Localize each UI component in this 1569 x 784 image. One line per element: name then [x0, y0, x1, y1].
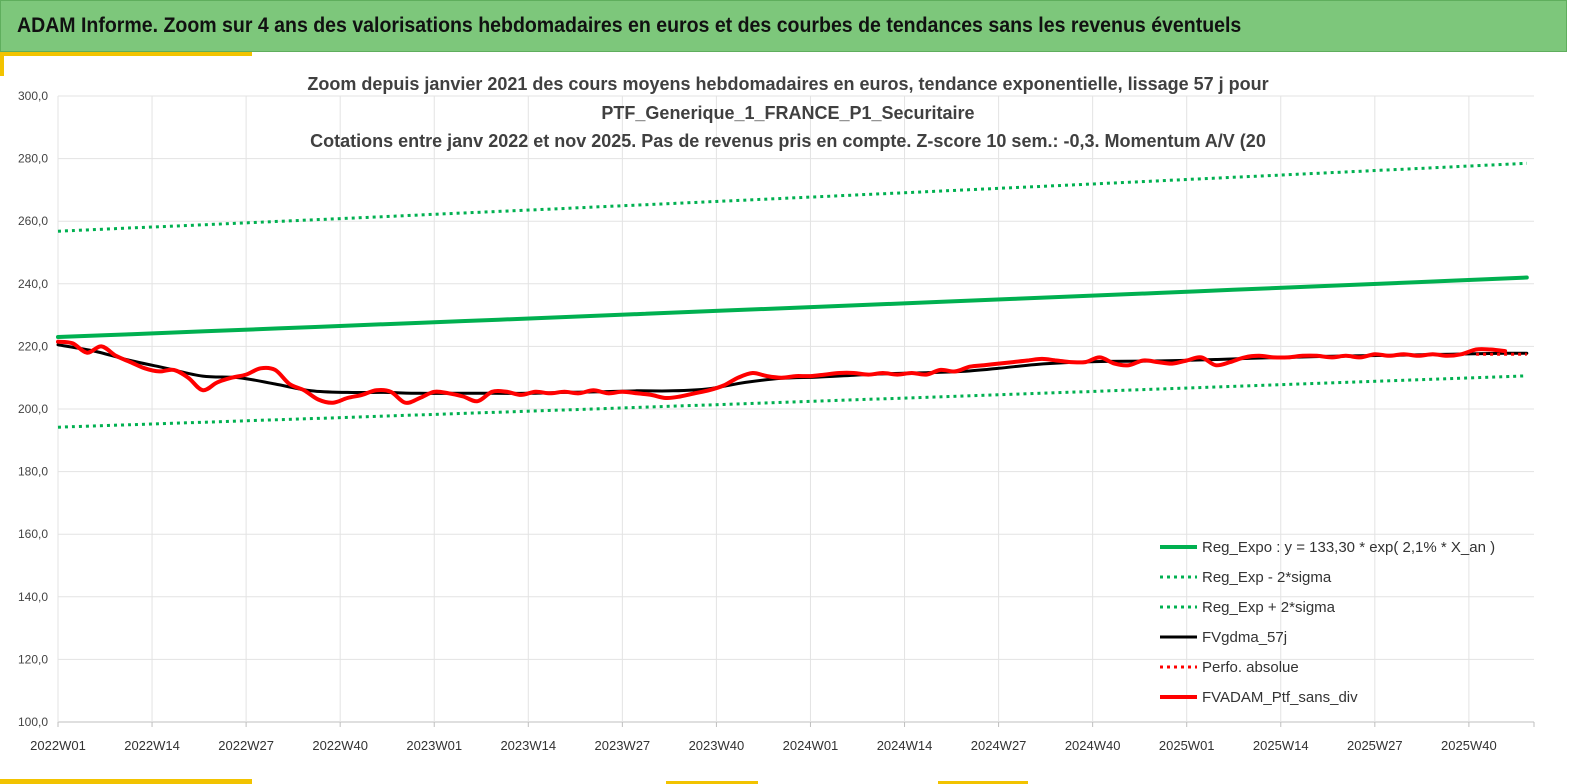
x-tick-label: 2024W01 — [783, 738, 839, 753]
x-tick-label: 2022W14 — [124, 738, 180, 753]
y-tick-label: 120,0 — [18, 652, 48, 666]
series-line-solid-red — [56, 339, 1508, 405]
legend-label: Reg_Expo : y = 133,30 * exp( 2,1% * X_an… — [1202, 539, 1495, 556]
x-axis: 2022W01 2022W14 2022W27 2022W40 2023W01 2023W… — [30, 738, 1497, 753]
series — [56, 161, 1529, 429]
chart-title: Zoom depuis janvier 2021 des cours moyen… — [160, 70, 1416, 156]
legend-label: Reg_Exp - 2*sigma — [1202, 569, 1332, 586]
y-tick-label: 200,0 — [18, 402, 48, 416]
series-line-solid-green — [56, 275, 1529, 339]
chart-title-line-2: PTF_Generique_1_FRANCE_P1_Securitaire — [601, 102, 975, 123]
chart-title-line-3: Cotations entre janv 2022 et nov 2025. P… — [310, 131, 1266, 151]
accent-bar-bottom — [0, 779, 252, 784]
accent-bar-left — [0, 52, 4, 76]
page-title: ADAM Informe. Zoom sur 4 ans des valoris… — [17, 14, 1242, 37]
header-banner: ADAM Informe. Zoom sur 4 ans des valoris… — [0, 0, 1567, 52]
x-tick-label: 2024W27 — [971, 738, 1027, 753]
y-tick-label: 100,0 — [18, 715, 48, 729]
series-line-dotted-green — [57, 161, 1527, 233]
x-tick-label: 2025W40 — [1441, 738, 1497, 753]
x-tick-label: 2022W01 — [30, 738, 86, 753]
legend-label: Reg_Exp + 2*sigma — [1202, 599, 1336, 616]
x-tick-label: 2023W27 — [595, 738, 651, 753]
x-tick-label: 2024W40 — [1065, 738, 1121, 753]
y-axis: 300,0 280,0 260,0 240,0 220,0 200,0 180,0 160,0… — [18, 89, 48, 729]
y-tick-label: 240,0 — [18, 277, 48, 291]
legend-label: Perfo. absolue — [1202, 659, 1299, 676]
series-line-solid-black — [56, 343, 1529, 395]
y-tick-label: 140,0 — [18, 590, 48, 604]
x-tick-label: 2022W27 — [218, 738, 274, 753]
chart-title-line-1: Zoom depuis janvier 2021 des cours moyen… — [307, 74, 1269, 94]
series-line-dotted-green — [57, 374, 1527, 429]
legend-label: FVADAM_Ptf_sans_div — [1202, 689, 1358, 706]
y-tick-label: 220,0 — [18, 339, 48, 353]
y-tick-label: 260,0 — [18, 214, 48, 228]
accent-bar-bottom-3 — [938, 781, 1028, 784]
accent-bar-top — [0, 52, 252, 56]
y-tick-label: 280,0 — [18, 152, 48, 166]
x-tick-label: 2023W14 — [500, 738, 556, 753]
legend-label: FVgdma_57j — [1202, 629, 1287, 646]
x-tick-label: 2023W40 — [689, 738, 745, 753]
grid — [57, 95, 1535, 727]
y-tick-label: 160,0 — [18, 527, 48, 541]
x-tick-label: 2023W01 — [406, 738, 462, 753]
y-tick-label: 180,0 — [18, 465, 48, 479]
x-tick-label: 2025W14 — [1253, 738, 1309, 753]
x-tick-label: 2025W01 — [1159, 738, 1215, 753]
x-tick-label: 2022W40 — [312, 738, 368, 753]
x-tick-label: 2024W14 — [877, 738, 933, 753]
x-tick-label: 2025W27 — [1347, 738, 1403, 753]
accent-bar-bottom-2 — [666, 781, 758, 784]
y-tick-label: 300,0 — [18, 89, 48, 103]
legend: Reg_Expo : y = 133,30 * exp( 2,1% * X_an… — [1160, 539, 1495, 706]
